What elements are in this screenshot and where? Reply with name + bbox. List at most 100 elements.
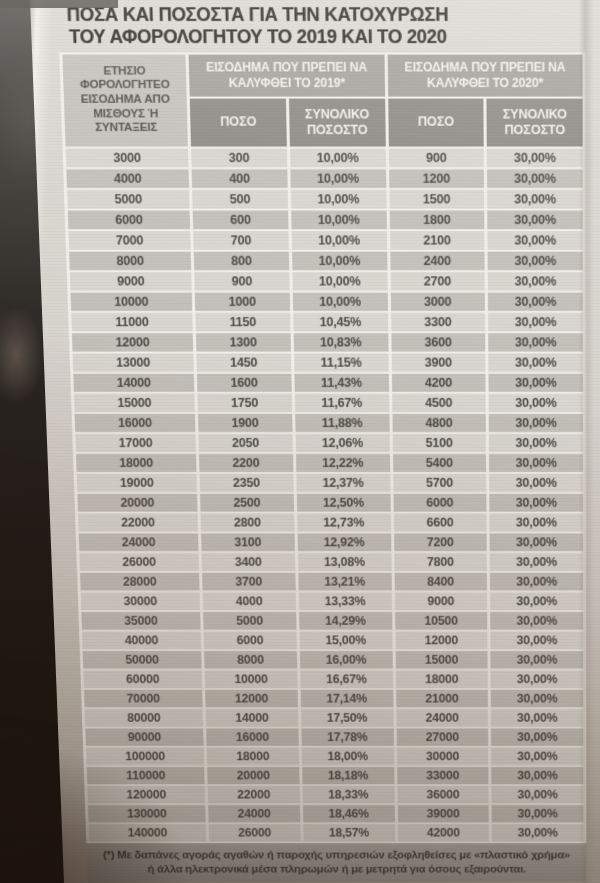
table-cell: 16000 xyxy=(206,728,299,746)
table-cell: 12,37% xyxy=(296,473,391,492)
table-cell: 1750 xyxy=(197,393,292,412)
table-cell: 2800 xyxy=(200,513,295,532)
table-cell: 30,00% xyxy=(488,393,583,412)
table-cell: 13,33% xyxy=(298,592,392,610)
table-cell: 10,00% xyxy=(289,148,386,168)
table-row: 19000 2350 12,37% 5700 30,00% xyxy=(76,473,584,492)
table-row: 30000 4000 13,33% 9000 30,00% xyxy=(80,592,584,610)
table-cell: 1150 xyxy=(195,312,291,332)
table-row: 120000 22000 18,33% 36000 30,00% xyxy=(87,785,584,804)
table-cell: 30,00% xyxy=(491,747,584,765)
table-row: 4000 400 10,00% 1200 30,00% xyxy=(66,169,583,188)
table-cell: 10,00% xyxy=(292,271,388,291)
table-cell: 30,00% xyxy=(489,513,584,532)
table-cell: 30,00% xyxy=(487,189,583,209)
table-cell: 15,00% xyxy=(299,631,393,649)
table-cell: 6600 xyxy=(393,513,487,532)
table-cell: 10,00% xyxy=(290,189,387,209)
table-cell: 900 xyxy=(194,271,290,291)
table-cell: 16,00% xyxy=(299,650,393,669)
table-cell: 1450 xyxy=(196,353,292,372)
table-row: 15000 1750 11,67% 4500 30,00% xyxy=(73,393,583,412)
table-row: 60000 10000 16,67% 18000 30,00% xyxy=(83,670,584,688)
table-cell: 10,00% xyxy=(290,210,387,229)
table-cell: 90000 xyxy=(85,728,204,746)
table-cell: 1800 xyxy=(389,210,485,229)
table-cell: 3900 xyxy=(391,353,486,372)
table-cell: 30,00% xyxy=(487,230,583,250)
footnote: (*) Με δαπάνες αγοράς αγαθών ή παροχής υ… xyxy=(86,844,587,882)
table-cell: 13,08% xyxy=(297,552,392,571)
table-cell: 19000 xyxy=(76,473,197,492)
table-cell: 6000 xyxy=(67,210,191,229)
table-cell: 12,92% xyxy=(297,533,391,551)
photo-dark-corner xyxy=(0,0,118,8)
table-cell: 40000 xyxy=(82,631,202,649)
table-row: 130000 24000 18,46% 39000 30,00% xyxy=(87,804,584,823)
table-cell: 12,73% xyxy=(296,513,391,532)
table-cell: 10,00% xyxy=(292,292,388,311)
table-row: 22000 2800 12,73% 6600 30,00% xyxy=(78,513,584,532)
table-cell: 5100 xyxy=(392,433,487,452)
table-row: 14000 1600 11,43% 4200 30,00% xyxy=(73,373,583,392)
table-cell: 30000 xyxy=(80,592,201,610)
table-cell: 11,67% xyxy=(294,393,389,412)
table-cell: 18,57% xyxy=(303,823,395,842)
table-cell: 26000 xyxy=(208,823,301,842)
table-cell: 42000 xyxy=(397,823,490,842)
table-cell: 21000 xyxy=(395,689,489,708)
table-cell: 2100 xyxy=(389,230,485,250)
table-cell: 30,00% xyxy=(489,453,584,472)
table-row: 16000 1900 11,88% 4800 30,00% xyxy=(74,413,583,432)
table-cell: 30,00% xyxy=(489,552,584,571)
table-cell: 80000 xyxy=(84,708,204,727)
table-cell: 17000 xyxy=(75,433,196,452)
table-cell: 35000 xyxy=(81,611,201,630)
table-cell: 30,00% xyxy=(490,572,584,591)
table-cell: 30,00% xyxy=(490,592,584,610)
table-cell: 12,22% xyxy=(295,453,390,472)
table-cell: 33000 xyxy=(396,766,489,784)
table-cell: 27000 xyxy=(396,728,489,746)
table-cell: 8000 xyxy=(204,650,298,669)
table-title: ΠΟΣΑ ΚΑΙ ΠΟΣΟΣΤΑ ΓΙΑ ΤΗΝ ΚΑΤΟΧΥΡΩΣΗ ΤΟΥ … xyxy=(66,4,449,48)
table-row: 6000 600 10,00% 1800 30,00% xyxy=(67,210,583,229)
table-cell: 6000 xyxy=(203,631,297,649)
table-cell: 10,00% xyxy=(291,230,387,250)
table-row: 5000 500 10,00% 1500 30,00% xyxy=(67,189,583,209)
table-cell: 26000 xyxy=(79,552,200,571)
table-cell: 1900 xyxy=(197,413,293,432)
table-cell: 18,00% xyxy=(301,747,394,765)
table-cell: 30,00% xyxy=(488,333,583,352)
table-cell: 1300 xyxy=(195,333,291,352)
table-cell: 7800 xyxy=(393,552,488,571)
table-cell: 30,00% xyxy=(489,433,583,452)
table-cell: 24000 xyxy=(208,804,301,823)
table-cell: 30,00% xyxy=(490,670,584,688)
table-cell: 4000 xyxy=(202,592,296,610)
table-cell: 800 xyxy=(193,251,290,270)
table-row: 3000 300 10,00% 900 30,00% xyxy=(65,148,583,168)
table-cell: 14000 xyxy=(205,708,299,727)
table-cell: 30,00% xyxy=(488,373,583,392)
table-row: 110000 20000 18,18% 33000 30,00% xyxy=(86,766,584,784)
table-cell: 6000 xyxy=(393,493,487,512)
table-cell: 22000 xyxy=(207,785,300,804)
table-cell: 18000 xyxy=(206,747,299,765)
table-cell: 30,00% xyxy=(491,728,584,746)
table-cell: 12000 xyxy=(71,333,194,352)
table-cell: 10,00% xyxy=(291,251,387,270)
table-body: 3000 300 10,00% 900 30,00% 4000 400 10,00% 1200 3… xyxy=(65,148,584,842)
table-cell: 7000 xyxy=(68,230,191,250)
table-cell: 3100 xyxy=(201,533,295,551)
table-cell: 18,18% xyxy=(301,766,395,784)
table-cell: 20000 xyxy=(77,493,198,512)
table-cell: 4800 xyxy=(391,413,487,432)
table-cell: 30,00% xyxy=(487,210,583,229)
table-cell: 700 xyxy=(193,230,289,250)
table-cell: 4500 xyxy=(391,393,486,412)
table-cell: 30,00% xyxy=(489,473,584,492)
table-cell: 130000 xyxy=(87,804,206,823)
